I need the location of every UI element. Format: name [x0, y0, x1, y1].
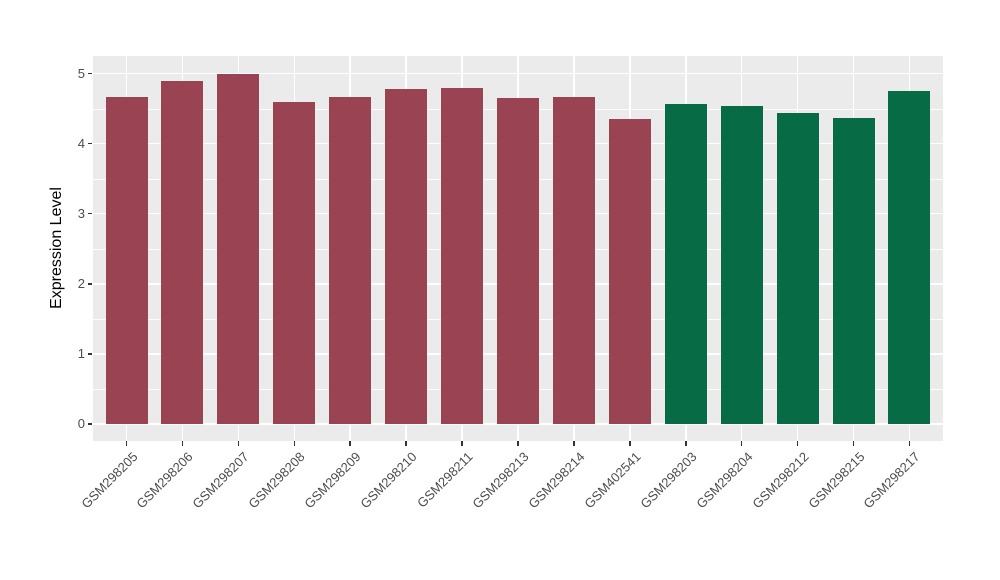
x-tick-mark	[237, 441, 240, 446]
y-tick-mark	[88, 423, 92, 425]
x-tick-mark	[908, 441, 911, 446]
y-tick-label: 5	[77, 65, 85, 81]
x-tick-label: GSM298203	[637, 449, 700, 512]
y-tick-mark	[88, 353, 92, 355]
x-tick-mark	[740, 441, 743, 446]
x-tick-mark	[405, 441, 407, 446]
bar-GSM298212	[776, 113, 819, 424]
y-tick-label: 1	[77, 345, 85, 361]
bar-GSM298208	[273, 101, 316, 424]
x-tick-label: GSM298212	[748, 449, 812, 512]
x-tick-mark	[629, 441, 631, 446]
x-tick-label: GSM298209	[301, 449, 364, 512]
x-tick-label: GSM402541	[581, 449, 644, 512]
bar-GSM298207	[217, 73, 260, 424]
x-tick-label: GSM298215	[804, 449, 868, 512]
y-tick-mark	[88, 283, 92, 285]
x-tick-mark	[796, 441, 799, 446]
bar-GSM298215	[832, 117, 875, 424]
bar-GSM298203	[664, 103, 707, 424]
x-tick-label: GSM298210	[357, 449, 420, 512]
x-tick-mark	[293, 441, 296, 446]
bar-GSM298214	[552, 96, 595, 424]
x-tick-mark	[349, 441, 351, 446]
bar-GSM298217	[888, 91, 931, 424]
x-tick-mark	[461, 441, 463, 446]
x-tick-label: GSM298213	[469, 449, 532, 512]
bar-GSM298211	[441, 88, 484, 424]
bar-GSM298206	[161, 80, 204, 424]
y-tick-label: 4	[77, 135, 85, 151]
x-tick-mark	[181, 441, 184, 446]
x-tick-label: GSM298205	[77, 449, 141, 512]
x-tick-mark	[685, 441, 687, 446]
x-tick-label: GSM298206	[133, 449, 197, 512]
x-tick-mark	[573, 441, 575, 446]
y-tick-mark	[88, 142, 92, 145]
x-tick-label: GSM298211	[414, 449, 476, 511]
bar-GSM298213	[497, 98, 539, 424]
x-tick-mark	[517, 441, 519, 446]
x-tick-label: GSM298204	[693, 449, 756, 512]
bar-GSM298210	[385, 88, 428, 424]
bar-GSM298205	[105, 96, 148, 424]
y-tick-mark	[88, 212, 92, 215]
x-tick-label: GSM298207	[189, 449, 253, 512]
x-tick-mark	[125, 441, 128, 446]
y-tick-label: 0	[77, 416, 85, 431]
x-tick-label: GSM298208	[245, 449, 308, 512]
x-tick-mark	[852, 441, 855, 446]
y-tick-label: 3	[77, 205, 85, 221]
bar-GSM402541	[608, 119, 651, 424]
bar-GSM298204	[720, 106, 763, 424]
y-tick-mark	[88, 72, 92, 75]
x-tick-label: GSM298217	[860, 449, 924, 512]
plot-panel	[93, 56, 943, 441]
x-tick-label: GSM298214	[525, 449, 588, 512]
y-tick-label: 2	[77, 275, 85, 291]
bar-GSM298209	[329, 97, 372, 424]
